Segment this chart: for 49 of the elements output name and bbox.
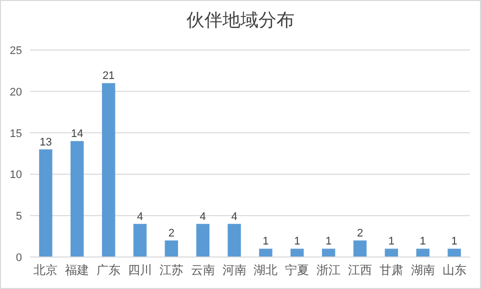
bar [164,240,178,257]
bar [290,248,304,257]
bar [259,248,272,257]
data-label: 4 [136,210,144,223]
bar [228,224,241,257]
bar [384,248,398,257]
bar [39,149,52,257]
bar [70,141,84,257]
x-tick-label: 江西 [348,263,372,277]
data-label: 14 [71,128,84,140]
y-tick-label: 25 [10,45,22,57]
bar [102,83,116,257]
data-label: 1 [262,236,269,248]
x-tick-label: 福建 [65,263,90,277]
data-label: 1 [326,236,332,248]
x-tick-label: 四川 [128,263,152,277]
bar [133,224,147,257]
data-label: 13 [40,136,52,148]
data-label: 2 [356,227,364,240]
y-tick-label: 0 [16,252,22,264]
bar [448,248,461,257]
y-tick-label: 5 [16,210,22,223]
x-tick-label: 河南 [222,263,246,277]
y-tick-label: 15 [10,128,22,140]
bar [353,240,367,257]
data-label: 4 [231,210,238,223]
data-label: 1 [294,236,300,248]
data-label: 1 [451,236,458,248]
y-tick-label: 10 [10,169,22,182]
x-tick-label: 宁夏 [285,263,310,277]
x-tick-label: 云南 [190,263,215,277]
data-label: 21 [102,70,115,82]
bar [322,248,336,257]
bar [416,248,430,257]
data-label: 4 [200,210,206,223]
x-tick-label: 甘肃 [379,263,404,277]
x-tick-label: 山东 [442,263,466,277]
x-tick-label: 江苏 [159,263,184,277]
bar [196,224,210,257]
x-tick-label: 湖北 [254,263,278,277]
x-tick-label: 广东 [96,263,121,277]
data-label: 2 [168,227,174,240]
x-tick-label: 浙江 [316,263,341,277]
y-tick-label: 20 [10,86,22,98]
data-label: 1 [420,236,426,248]
x-tick-label: 北京 [34,263,58,277]
data-label: 1 [388,236,394,248]
x-tick-label: 湖南 [410,263,435,277]
chart-title: 伙伴地域分布 [186,10,294,30]
